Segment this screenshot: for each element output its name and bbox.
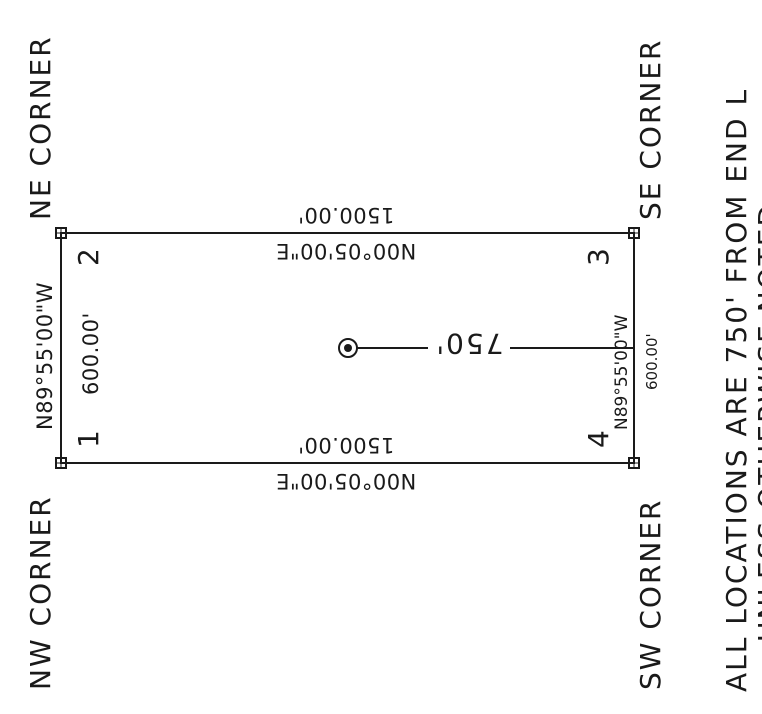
north-bearing-label: N00°05'00"E — [276, 239, 417, 263]
corner-label-nw: NW CORNER — [24, 495, 57, 690]
corner-label-se: SE CORNER — [634, 38, 667, 220]
corner-marker-sw — [628, 457, 640, 469]
south-bearing-label: N00°05'00"E — [276, 469, 417, 493]
note-line-1: ALL LOCATIONS ARE 750' FROM END L — [720, 88, 753, 692]
point-number-2: 2 — [72, 246, 105, 266]
corner-label-ne: NE CORNER — [24, 35, 57, 220]
corner-marker-nw — [55, 457, 67, 469]
north-distance-label: 1500.00' — [298, 203, 395, 227]
offset-distance-label: 750' — [434, 327, 503, 360]
corner-marker-se — [628, 227, 640, 239]
corner-label-sw: SW CORNER — [634, 499, 667, 691]
point-number-3: 3 — [582, 246, 615, 266]
west-bearing-label: N89°55'00"W — [33, 282, 57, 430]
well-location-dot — [344, 344, 352, 352]
point-number-4: 4 — [582, 428, 615, 448]
point-number-1: 1 — [72, 428, 105, 448]
corner-marker-ne — [55, 227, 67, 239]
east-distance-label: 600.00' — [643, 333, 661, 390]
south-distance-label: 1500.00' — [298, 433, 395, 457]
east-bearing-label: N89°55'00"W — [612, 314, 632, 430]
west-distance-label: 600.00' — [79, 312, 103, 395]
note-line-2: UNLESS OTHERWISE NOTED — [752, 203, 762, 642]
